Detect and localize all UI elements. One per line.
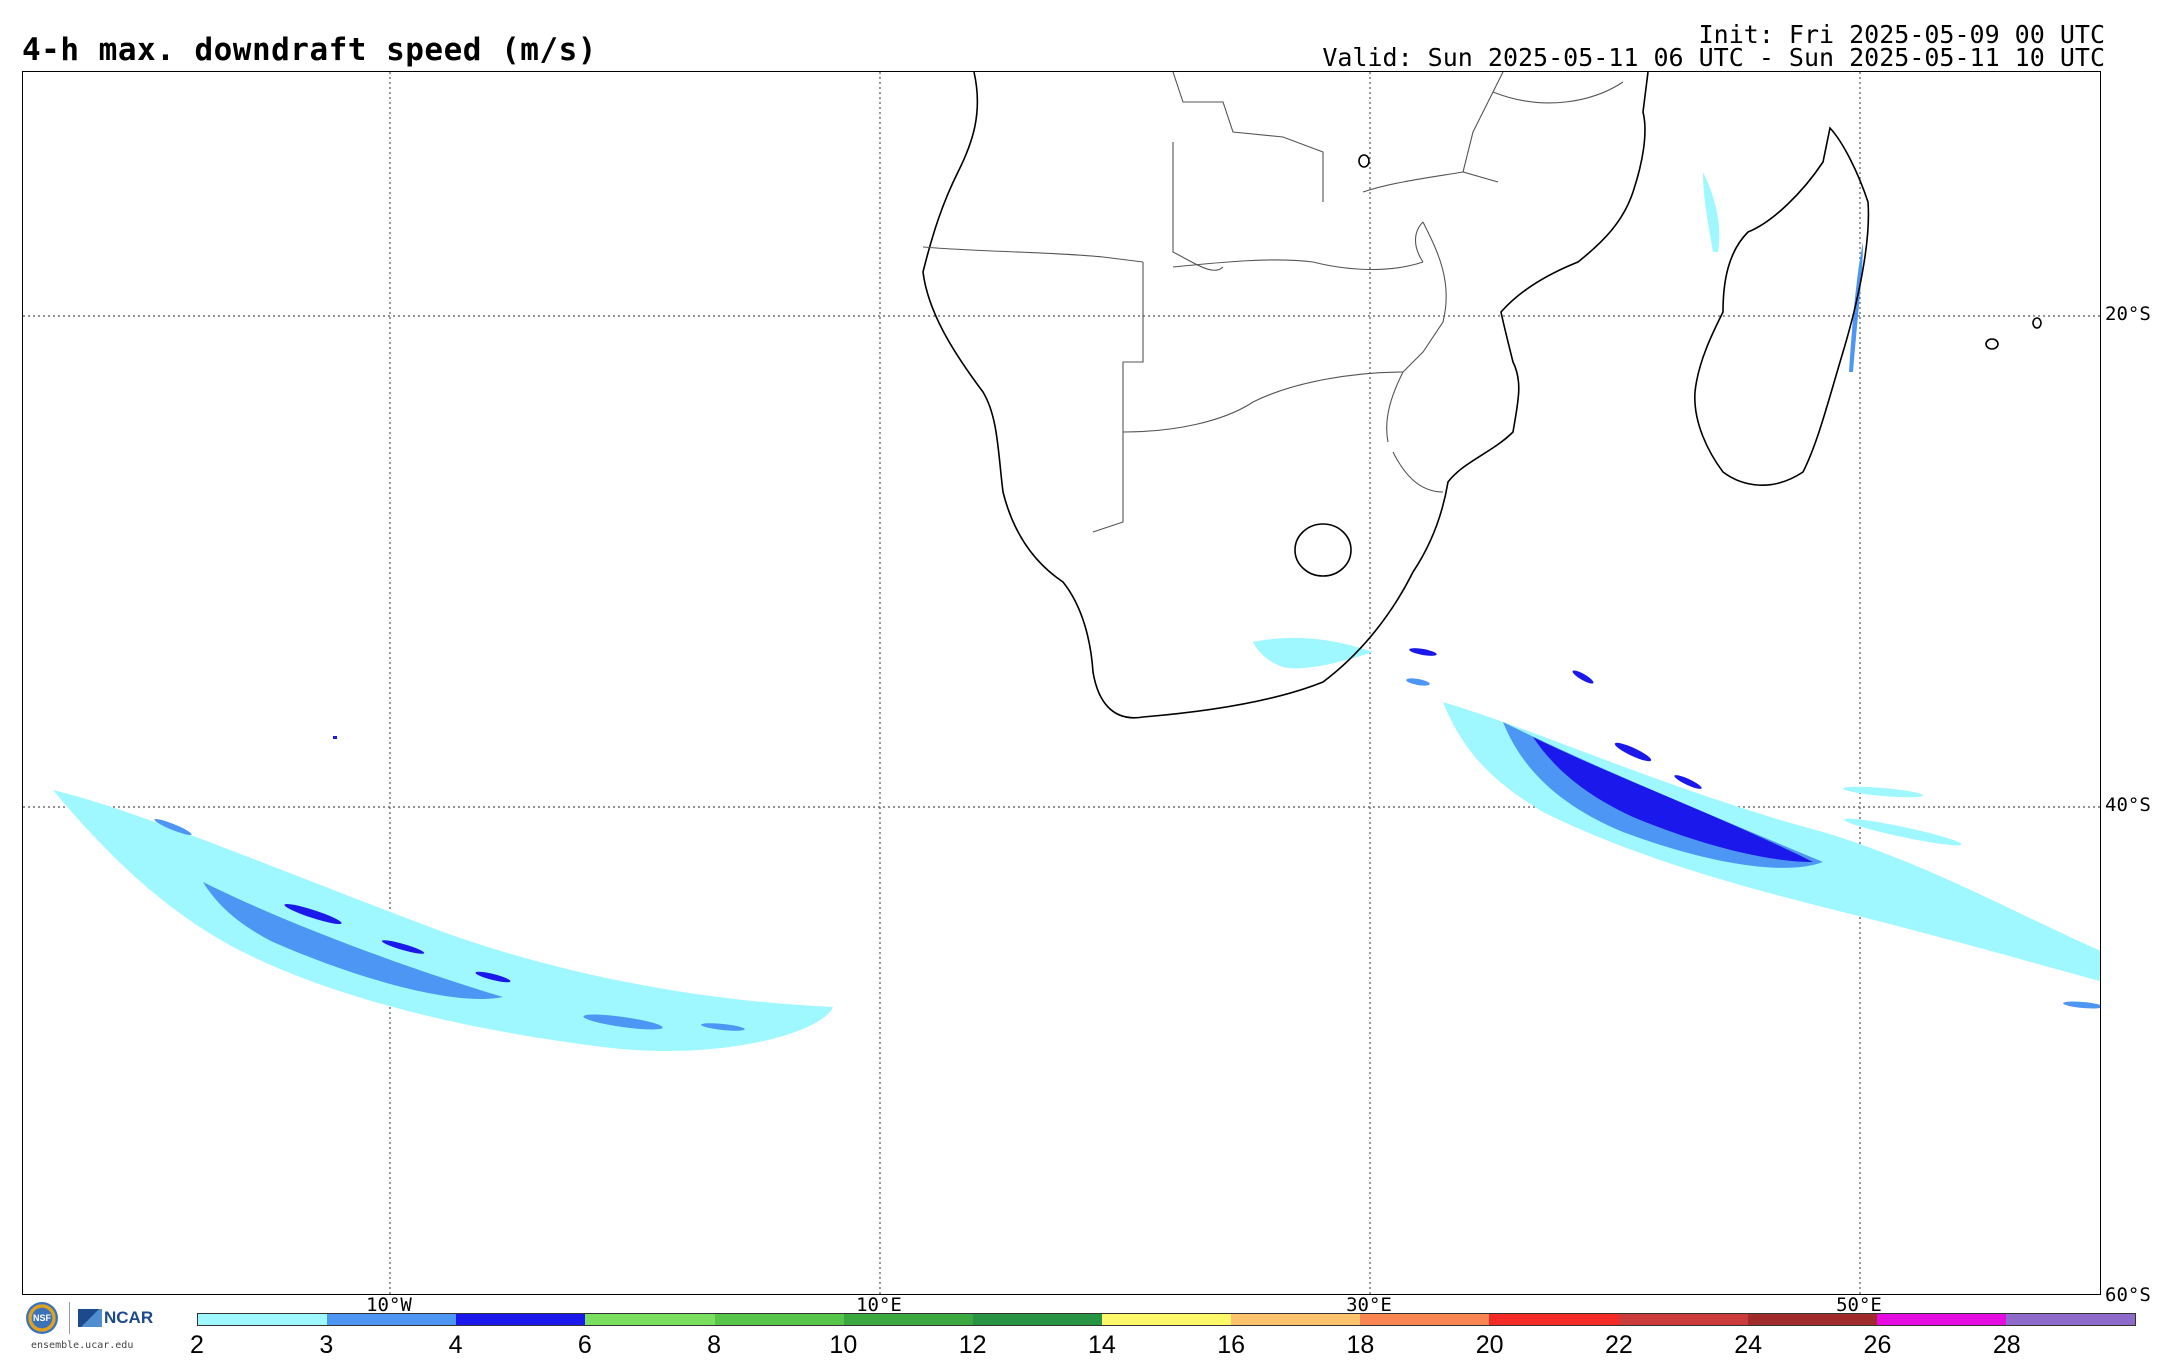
country-borders xyxy=(922,72,1624,533)
lesotho-outline xyxy=(1294,523,1352,577)
colorbar-segment xyxy=(972,1314,1102,1325)
lake-outline xyxy=(1358,154,1370,168)
lat-label-20s: 20°S xyxy=(2105,303,2151,325)
colorbar-tick-label: 24 xyxy=(1734,1331,1763,1359)
downdraft-band-west xyxy=(53,736,833,1052)
lon-label-10w: 10°W xyxy=(366,1294,412,1316)
lon-label-30e: 30°E xyxy=(1346,1294,1392,1316)
logo-block: NSF NCAR ensemble.ucar.edu xyxy=(22,1300,162,1354)
colorbar-segment xyxy=(1876,1314,2006,1325)
colorbar-tick-label: 12 xyxy=(958,1331,987,1359)
colorbar-segment xyxy=(198,1314,328,1325)
map-title: 4-h max. downdraft speed (m/s) xyxy=(22,32,597,68)
site-url: ensemble.ucar.edu xyxy=(31,1340,134,1351)
ncar-logo-text: NCAR xyxy=(104,1308,154,1327)
colorbar-segment xyxy=(456,1314,586,1325)
colorbar-segment xyxy=(714,1314,844,1325)
graticule xyxy=(23,72,2100,1294)
colorbar-tick-label: 10 xyxy=(829,1331,858,1359)
colorbar-tick-label: 14 xyxy=(1087,1331,1116,1359)
lat-label-40s: 40°S xyxy=(2105,794,2151,816)
colorbar-tick-label: 4 xyxy=(448,1331,463,1359)
mauritius-coast xyxy=(2032,317,2042,329)
colorbar-tick-label: 3 xyxy=(319,1331,334,1359)
colorbar-segment xyxy=(843,1314,973,1325)
madagascar-coast xyxy=(1694,126,1870,486)
ncar-mark-icon xyxy=(78,1309,102,1327)
downdraft-band-east xyxy=(1253,172,2100,1009)
colorbar-tick-label: 18 xyxy=(1346,1331,1375,1359)
colorbar-segment xyxy=(1360,1314,1490,1325)
colorbar-segment xyxy=(327,1314,457,1325)
reunion-coast xyxy=(1985,338,1999,350)
colorbar-segment xyxy=(1747,1314,1877,1325)
logo-divider xyxy=(69,1302,70,1334)
colorbar-segment xyxy=(1101,1314,1232,1325)
map-panel xyxy=(22,71,2101,1295)
colorbar xyxy=(197,1313,2136,1326)
africa-coast xyxy=(922,72,1649,719)
lon-label-10e: 10°E xyxy=(856,1294,902,1316)
colorbar-segment xyxy=(1231,1314,1361,1325)
valid-time: Valid: Sun 2025-05-11 06 UTC - Sun 2025-… xyxy=(1322,43,2105,72)
colorbar-segment xyxy=(2005,1314,2136,1325)
coastlines xyxy=(922,72,2042,719)
map-canvas xyxy=(23,72,2100,1294)
ncar-logo: NCAR xyxy=(78,1308,153,1328)
colorbar-tick-label: 2 xyxy=(190,1331,204,1359)
colorbar-tick-label: 22 xyxy=(1605,1331,1633,1359)
colorbar-tick-label: 28 xyxy=(1992,1331,2021,1359)
colorbar-segment xyxy=(1618,1314,1748,1325)
lat-label-60s: 60°S xyxy=(2105,1284,2151,1306)
nsf-logo: NSF xyxy=(26,1302,58,1334)
colorbar-segment xyxy=(1489,1314,1619,1325)
colorbar-tick-label: 26 xyxy=(1863,1331,1892,1359)
colorbar-tick-label: 16 xyxy=(1217,1331,1246,1359)
colorbar-tick-label: 6 xyxy=(577,1331,592,1359)
lon-label-50e: 50°E xyxy=(1836,1294,1882,1316)
colorbar-tick-label: 8 xyxy=(707,1331,722,1359)
init-time: Init: Fri 2025-05-09 00 UTC xyxy=(1698,20,2105,49)
colorbar-segment xyxy=(585,1314,715,1325)
colorbar-tick-label: 20 xyxy=(1475,1331,1504,1359)
